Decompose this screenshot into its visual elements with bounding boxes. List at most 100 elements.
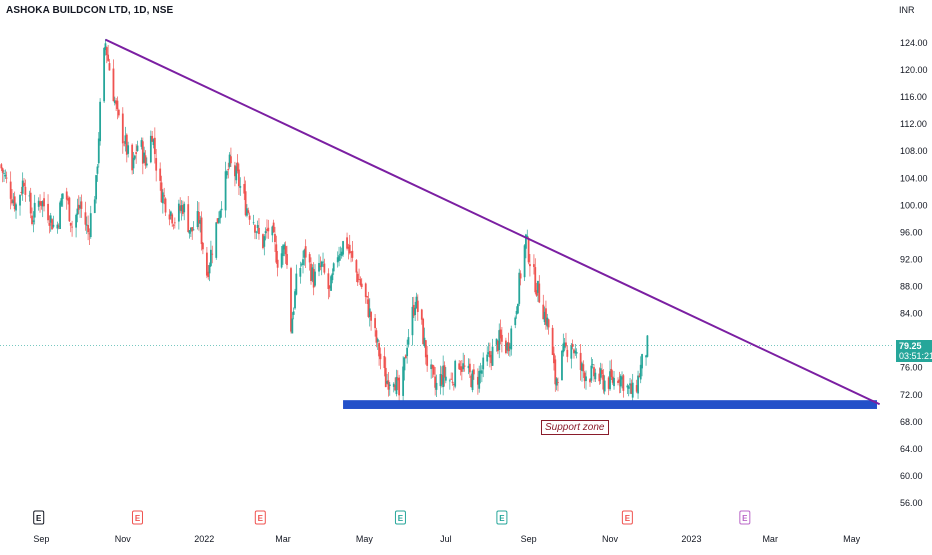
candle-body xyxy=(238,169,240,187)
candle-body xyxy=(347,246,350,249)
candle-body xyxy=(88,233,91,235)
candle-body xyxy=(468,363,471,373)
candle-body xyxy=(487,352,490,355)
candle-body xyxy=(478,370,481,389)
candle-body xyxy=(256,225,259,228)
candle-body xyxy=(562,343,565,353)
candle-body xyxy=(283,244,286,250)
candle-body xyxy=(319,265,322,268)
candle-body xyxy=(431,364,434,369)
earnings-event-marker[interactable] xyxy=(496,510,508,525)
candle-body xyxy=(594,372,597,380)
y-tick-label: 88.00 xyxy=(900,282,923,292)
support-zone-box[interactable] xyxy=(343,400,877,409)
earnings-event-label: E xyxy=(625,514,631,523)
candle-body xyxy=(84,212,87,225)
candle-body xyxy=(191,227,194,232)
candle-body xyxy=(155,158,158,171)
candle-body xyxy=(181,205,184,214)
earnings-event-marker[interactable] xyxy=(33,510,45,525)
candle-body xyxy=(108,63,111,71)
candle-body xyxy=(210,249,212,266)
candle-body xyxy=(589,379,591,383)
candle-body xyxy=(125,134,128,155)
candle-body xyxy=(598,373,601,382)
earnings-event-marker[interactable] xyxy=(394,510,406,525)
candle-body xyxy=(234,165,236,177)
y-tick-label: 96.00 xyxy=(900,227,923,237)
candle-body xyxy=(235,166,238,181)
candle-body xyxy=(638,375,641,378)
y-tick-label: 120.00 xyxy=(900,65,928,75)
x-tick-label: Sep xyxy=(33,534,49,544)
candle-body xyxy=(199,219,202,224)
candle-body xyxy=(116,100,119,110)
earnings-event-marker[interactable] xyxy=(739,510,751,525)
candle-body xyxy=(37,200,40,207)
candle-body xyxy=(526,235,529,238)
earnings-event-marker[interactable] xyxy=(621,510,633,525)
support-zone-label[interactable]: Support zone xyxy=(541,420,609,435)
candle-body xyxy=(67,198,69,201)
candle-body xyxy=(448,380,451,382)
candle-body xyxy=(131,144,134,171)
symbol-title: ASHOKA BUILDCON LTD, 1D, NSE xyxy=(6,5,174,16)
candle-body xyxy=(630,383,633,394)
candle-body xyxy=(626,385,629,388)
candle-body xyxy=(312,269,315,288)
candle-body xyxy=(271,226,274,236)
candle-body xyxy=(339,253,342,255)
candle-body xyxy=(523,245,526,278)
descending-trendline[interactable] xyxy=(105,38,881,406)
candle-body xyxy=(48,223,51,226)
earnings-event-marker[interactable] xyxy=(254,510,266,525)
candle-body xyxy=(33,202,36,218)
candle-body xyxy=(498,330,501,351)
candle-body xyxy=(506,343,509,351)
candle-body xyxy=(527,238,530,263)
candle-body xyxy=(299,267,302,277)
last-price-badge: 79.25 03:51:21 xyxy=(896,340,932,362)
candle-body xyxy=(207,271,210,277)
candle-body xyxy=(136,145,139,151)
candle-body xyxy=(95,175,98,200)
candle-body xyxy=(76,208,79,215)
candle-body xyxy=(386,380,389,384)
candle-body xyxy=(187,204,190,232)
candle-body xyxy=(336,257,339,263)
candle-body xyxy=(0,164,3,169)
candle-body xyxy=(619,375,622,387)
candle-body xyxy=(482,357,485,370)
candle-body xyxy=(43,198,45,207)
candle-body xyxy=(226,171,228,176)
candle-body xyxy=(440,374,443,385)
candle-body xyxy=(149,135,152,163)
candle-body xyxy=(180,205,183,212)
candle-body xyxy=(205,252,208,276)
candle-body xyxy=(458,363,461,370)
candle-body xyxy=(80,201,83,209)
candle-body xyxy=(358,279,360,280)
candle-body xyxy=(434,376,437,388)
candle-body xyxy=(609,371,611,390)
candle-body xyxy=(414,307,417,316)
candle-body xyxy=(570,345,573,359)
candle-body xyxy=(89,213,92,238)
candle-body xyxy=(52,224,55,227)
candle-body xyxy=(133,155,136,159)
y-tick-label: 76.00 xyxy=(900,363,923,373)
earnings-event-marker[interactable] xyxy=(131,510,143,525)
candle-body xyxy=(75,214,77,228)
candle-body xyxy=(374,318,376,329)
candle-body xyxy=(20,191,23,193)
candle-body xyxy=(132,157,135,169)
candle-body xyxy=(518,272,521,304)
candle-body xyxy=(378,343,380,357)
candle-body xyxy=(230,156,232,164)
candle-body xyxy=(327,273,330,290)
y-tick-label: 64.00 xyxy=(900,444,923,454)
candle-body xyxy=(610,368,613,377)
y-tick-label: 84.00 xyxy=(900,309,923,319)
